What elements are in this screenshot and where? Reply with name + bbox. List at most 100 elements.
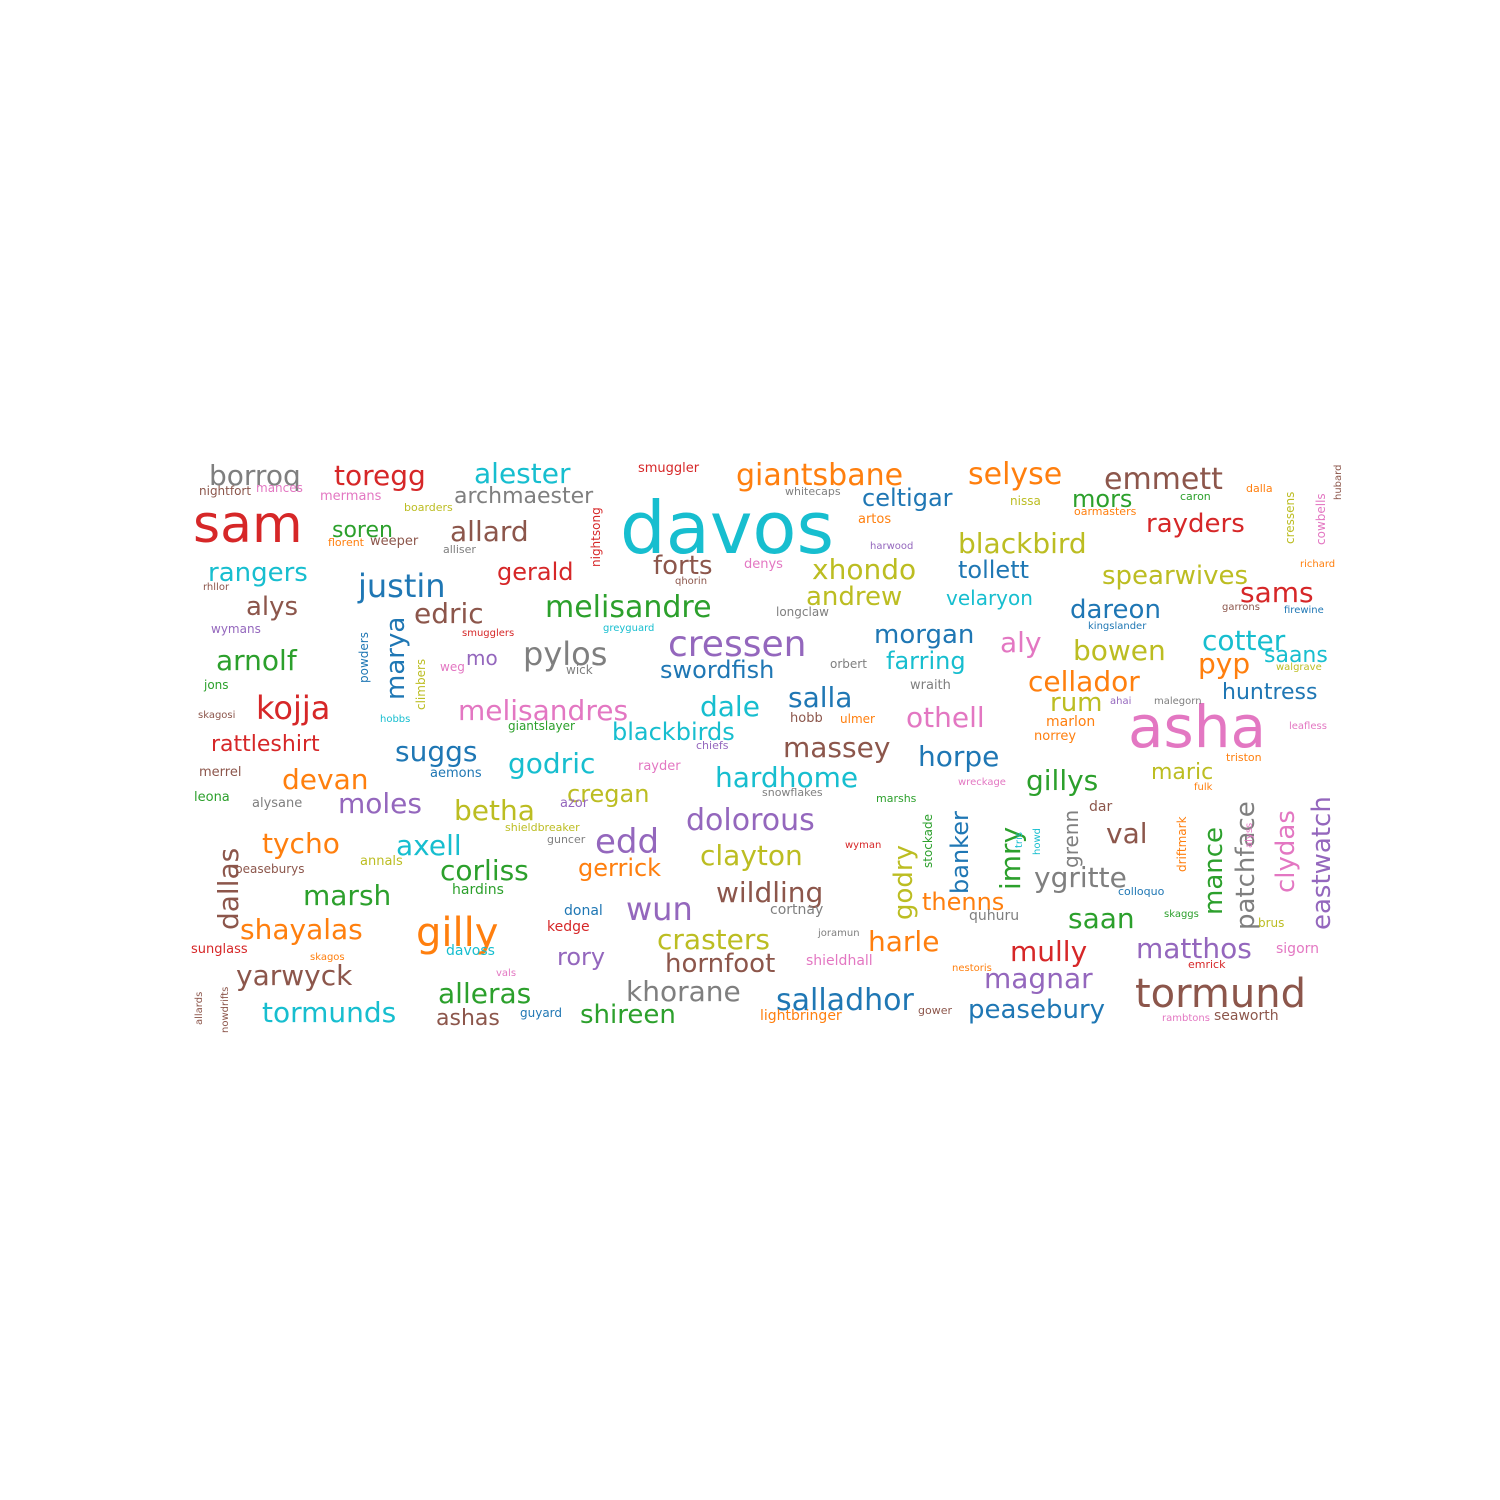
word-hornfoot: hornfoot — [665, 949, 775, 979]
word-qhorin: qhorin — [675, 576, 707, 587]
word-kojja: kojja — [256, 689, 330, 727]
word-betha: betha — [454, 794, 535, 827]
word-lightbringer: lightbringer — [760, 1008, 842, 1024]
word-gilly: gilly — [416, 910, 498, 956]
word-alyss: alyss — [1244, 823, 1255, 848]
word-rayders: rayders — [1146, 509, 1245, 539]
word-matthos: matthos — [1136, 932, 1252, 965]
word-yarwyck: yarwyck — [236, 959, 353, 992]
word-moles: moles — [338, 787, 422, 820]
word-rayder: rayder — [638, 759, 681, 774]
word-melisandres: melisandres — [458, 694, 628, 727]
word-hobb: hobb — [790, 711, 823, 726]
word-alys: alys — [246, 592, 298, 622]
word-climbers: climbers — [414, 659, 428, 710]
word-florent: florent — [328, 536, 365, 549]
word-skaggs: skaggs — [1164, 909, 1199, 920]
word-cressen: cressen — [668, 624, 806, 665]
word-azor: azor — [560, 796, 589, 811]
word-cressens: cressens — [1283, 492, 1297, 544]
word-soren: soren — [332, 518, 393, 543]
word-gerald: gerald — [497, 558, 573, 586]
word-richard: richard — [1300, 559, 1335, 570]
word-guncer: guncer — [547, 833, 586, 846]
word-sam: sam — [193, 495, 303, 555]
word-greyguard: greyguard — [603, 623, 654, 634]
word-emmett: emmett — [1104, 462, 1223, 497]
word-cotter: cotter — [1202, 624, 1286, 657]
word-gerrick: gerrick — [578, 854, 661, 882]
word-wun: wun — [626, 890, 693, 928]
word-ygritte: ygritte — [1034, 861, 1127, 894]
word-wraith: wraith — [910, 678, 951, 693]
word-davoss: davoss — [446, 943, 495, 959]
word-toregg: toregg — [334, 459, 426, 492]
word-chiefs: chiefs — [696, 739, 729, 752]
word-val: val — [1106, 817, 1148, 850]
word-leona: leona — [194, 790, 230, 805]
word-harwood: harwood — [870, 541, 913, 552]
word-smugglers: smugglers — [462, 628, 514, 639]
word-cregan: cregan — [567, 780, 649, 808]
word-brus: brus — [1258, 916, 1284, 930]
word-massey: massey — [783, 731, 890, 764]
word-leafless: leafless — [1289, 721, 1327, 732]
word-seaworth: seaworth — [1214, 1008, 1279, 1024]
word-skagos: skagos — [310, 952, 345, 963]
word-clayton: clayton — [700, 839, 803, 872]
word-rum: rum — [1050, 688, 1103, 718]
word-weg: weg — [440, 660, 465, 674]
word-cortnay: cortnay — [770, 902, 823, 918]
word-melisandre: melisandre — [545, 590, 712, 625]
word-maric: maric — [1151, 760, 1213, 785]
word-banker: banker — [946, 811, 974, 894]
word-peasebury: peasebury — [968, 995, 1105, 1025]
word-dolorous: dolorous — [686, 803, 815, 838]
word-hubard: hubard — [1333, 465, 1344, 500]
word-firewine: firewine — [1284, 605, 1324, 616]
word-forts: forts — [653, 551, 713, 581]
word-shieldbreaker: shieldbreaker — [505, 821, 580, 834]
word-patchface: patchface — [1231, 801, 1261, 930]
word-borroq: borroq — [209, 459, 301, 492]
word-powders: powders — [357, 632, 371, 683]
word-imry: imry — [994, 827, 1027, 890]
word-aly: aly — [1000, 626, 1042, 659]
word-morgan: morgan — [874, 620, 974, 650]
word-marsh: marsh — [303, 879, 391, 912]
word-joramun: joramun — [817, 928, 860, 939]
word-stockade: stockade — [921, 814, 935, 868]
word-walgrave: walgrave — [1276, 662, 1322, 673]
word-driftmark: driftmark — [1175, 816, 1189, 872]
word-dale: dale — [700, 690, 760, 723]
word-corliss: corliss — [440, 854, 529, 887]
word-rambtons: rambtons — [1162, 1013, 1210, 1024]
word-cowbells: cowbells — [1314, 493, 1328, 545]
word-tycho: tycho — [262, 827, 340, 860]
word-rangers: rangers — [208, 558, 308, 588]
word-dalla: dalla — [1246, 482, 1273, 495]
word-hardhome: hardhome — [715, 761, 858, 794]
word-eastwatch: eastwatch — [1307, 796, 1337, 930]
word-crasters: crasters — [657, 923, 770, 956]
word-donal: donal — [564, 903, 603, 919]
word-harle: harle — [868, 925, 939, 958]
word-davos: davos — [620, 486, 834, 570]
word-wyman: wyman — [845, 840, 881, 851]
word-salla: salla — [788, 681, 852, 714]
word-skagosi: skagosi — [198, 710, 235, 721]
word-arnolf: arnolf — [216, 644, 298, 677]
word-saans: saans — [1264, 643, 1328, 668]
word-shayalas: shayalas — [240, 913, 363, 946]
word-tormund: tormund — [1135, 971, 1306, 1017]
word-vals: vals — [496, 968, 516, 979]
word-whitecaps: whitecaps — [785, 485, 841, 498]
word-salladhor: salladhor — [776, 983, 914, 1018]
word-blackbird: blackbird — [958, 527, 1087, 560]
word-nissa: nissa — [1010, 494, 1041, 508]
word-gower: gower — [918, 1004, 952, 1017]
word-quhuru: quhuru — [969, 908, 1019, 924]
word-wildling: wildling — [716, 876, 823, 909]
word-marlon: marlon — [1046, 714, 1095, 730]
